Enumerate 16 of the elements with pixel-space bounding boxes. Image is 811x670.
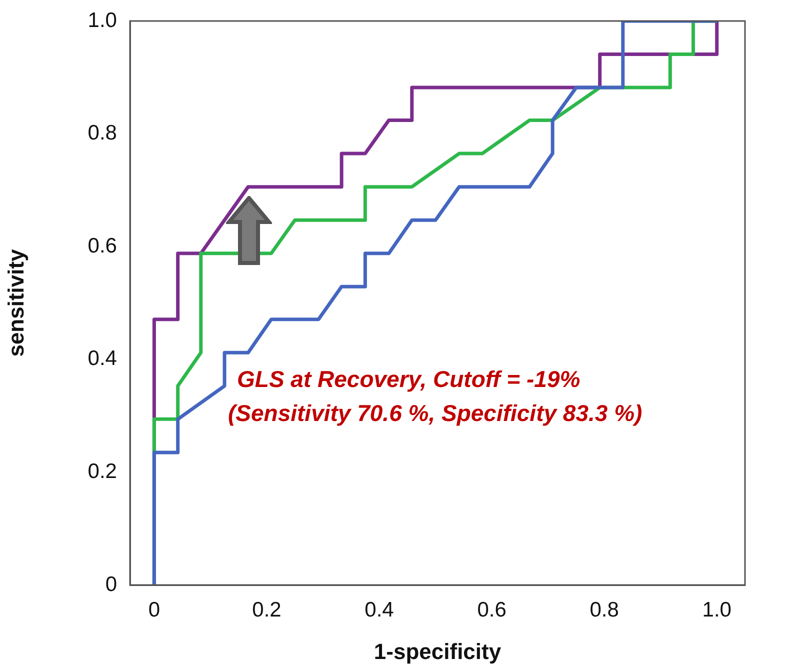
annotation: (Sensitivity 70.6 %, Specificity 83.3 %) (228, 400, 642, 426)
x-axis-title: 1-specificity (374, 638, 502, 664)
y-tick-label: 0.8 (88, 122, 117, 145)
x-tick-label: 0.8 (590, 598, 619, 622)
x-tick-label: 0.6 (477, 598, 506, 622)
y-tick-label: 0.6 (88, 234, 117, 258)
annotation: GLS at Recovery, Cutoff = -19% (237, 366, 580, 392)
x-tick-label: 1.0 (702, 598, 732, 622)
y-tick-label: 0 (105, 572, 117, 596)
x-tick-label: 0.2 (252, 598, 282, 622)
x-tick-label: 0.4 (364, 598, 394, 622)
y-tick-label: 0.4 (88, 347, 118, 370)
y-tick-label: 0.2 (88, 460, 117, 483)
x-tick-label: 0 (148, 598, 160, 622)
y-tick-label: 1.0 (88, 8, 117, 32)
y-axis-title: sensitivity (3, 248, 28, 357)
